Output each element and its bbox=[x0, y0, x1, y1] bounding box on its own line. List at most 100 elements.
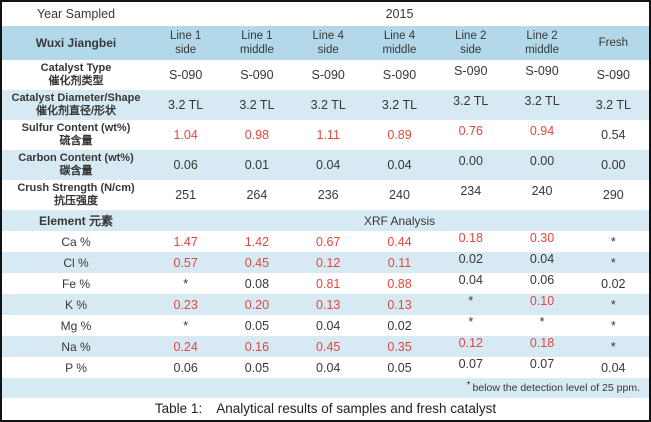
value-cell: 1.42 bbox=[221, 231, 292, 252]
element-rows: Ca % 1.47 1.42 0.67 0.44 0.18 0.30 * Cl % 0.57 0.4… bbox=[2, 231, 649, 378]
value-cell: 0.11 bbox=[364, 252, 435, 273]
sample-column-position: side bbox=[317, 44, 339, 56]
sample-column-line: Line 1 bbox=[241, 29, 273, 42]
property-row: Sulfur Content (wt%) 硫含量 1.04 0.98 1.11 0.89 0… bbox=[2, 120, 649, 150]
cell-value: 234 bbox=[460, 184, 482, 198]
sample-column-header: Line 2 middle bbox=[506, 26, 577, 60]
cell-value: 251 bbox=[175, 188, 197, 202]
table-head-rows: Year Sampled 2015 Wuxi Jiangbei Line 1 si… bbox=[2, 2, 649, 60]
row-label-zh: 碳含量 bbox=[59, 165, 93, 177]
cell-value: 0.04 bbox=[316, 318, 341, 333]
cell-value: 0.67 bbox=[316, 234, 341, 249]
value-cell: 0.06 bbox=[150, 357, 221, 378]
cell-value: 0.01 bbox=[244, 158, 270, 172]
asterisk-marker: * bbox=[466, 380, 471, 391]
value-cell: 0.04 bbox=[364, 150, 435, 180]
sample-column-position: middle bbox=[239, 44, 274, 56]
value-cell: 0.88 bbox=[364, 273, 435, 294]
value-cell: 0.00 bbox=[435, 150, 506, 180]
value-cell: 240 bbox=[364, 180, 435, 210]
row-label-zh: 硫含量 bbox=[59, 135, 93, 147]
value-cell: 3.2 TL bbox=[578, 90, 649, 120]
cell-value: * bbox=[468, 294, 474, 308]
property-row: Crush Strength (N/cm) 抗压强度 251 264 236 240 234… bbox=[2, 180, 649, 210]
cell-value: 0.98 bbox=[244, 128, 270, 142]
value-cell: * bbox=[435, 294, 506, 315]
value-cell: 0.20 bbox=[221, 294, 292, 315]
sample-column-header: Line 2 side bbox=[435, 26, 506, 60]
value-cell: 0.13 bbox=[293, 294, 364, 315]
value-cell: 0.04 bbox=[435, 273, 506, 294]
cell-value: 240 bbox=[531, 184, 553, 198]
element-label: Na % bbox=[61, 339, 91, 354]
cell-value: S-090 bbox=[382, 68, 417, 82]
sample-column-line: Fresh bbox=[598, 36, 629, 49]
cell-value: 0.89 bbox=[387, 128, 412, 142]
xrf-analysis-label: XRF Analysis bbox=[363, 213, 436, 228]
value-cell: 3.2 TL bbox=[364, 90, 435, 120]
cell-value: 0.94 bbox=[529, 124, 555, 138]
value-cell: 3.2 TL bbox=[506, 90, 577, 120]
element-row: Na % 0.24 0.16 0.45 0.35 0.12 0.18 * bbox=[2, 336, 649, 357]
cell-value: 0.45 bbox=[316, 339, 341, 354]
cell-value: 1.11 bbox=[316, 128, 340, 142]
footnote-cell: * below the detection level of 25 ppm. bbox=[2, 378, 649, 398]
value-cell: 251 bbox=[150, 180, 221, 210]
cell-value: 0.02 bbox=[601, 276, 626, 291]
cell-value: * bbox=[183, 276, 189, 291]
cell-value: 0.05 bbox=[244, 360, 270, 375]
value-cell: S-090 bbox=[578, 60, 649, 90]
value-cell: 3.2 TL bbox=[150, 90, 221, 120]
cell-value: 3.2 TL bbox=[453, 94, 489, 108]
site-header-row: Wuxi Jiangbei Line 1 side Line 1 middle Line… bbox=[2, 26, 649, 60]
cell-value: 0.13 bbox=[387, 297, 412, 312]
cell-value: 0.24 bbox=[173, 339, 198, 354]
value-cell: * bbox=[150, 315, 221, 336]
value-cell: 0.07 bbox=[506, 357, 577, 378]
cell-value: 3.2 TL bbox=[595, 98, 631, 112]
cell-value: 0.88 bbox=[387, 276, 412, 291]
value-cell: 234 bbox=[435, 180, 506, 210]
element-label: Cl % bbox=[63, 255, 89, 270]
cell-value: 0.02 bbox=[387, 318, 412, 333]
cell-value: * bbox=[183, 318, 189, 333]
value-cell: * bbox=[150, 273, 221, 294]
value-cell: 0.30 bbox=[506, 231, 577, 252]
sample-column-header: Line 1 middle bbox=[221, 26, 292, 60]
value-cell: 0.10 bbox=[506, 294, 577, 315]
row-label: Crush Strength (N/cm) 抗压强度 bbox=[2, 180, 150, 210]
value-cell: 236 bbox=[293, 180, 364, 210]
row-label: Catalyst Diameter/Shape 催化剂直径/形状 bbox=[2, 90, 150, 120]
sample-column-position: side bbox=[460, 44, 482, 56]
sample-column-header: Fresh bbox=[578, 26, 649, 60]
row-label-zh: 催化剂直径/形状 bbox=[35, 105, 117, 117]
row-label: Sulfur Content (wt%) 硫含量 bbox=[2, 120, 150, 150]
value-cell: 290 bbox=[578, 180, 649, 210]
element-label: Mg % bbox=[60, 318, 92, 333]
cell-value: 0.76 bbox=[458, 124, 483, 138]
value-cell: 0.89 bbox=[364, 120, 435, 150]
site-name-label: Wuxi Jiangbei bbox=[35, 36, 117, 50]
cell-value: 3.2 TL bbox=[524, 94, 560, 108]
value-cell: 0.35 bbox=[364, 336, 435, 357]
cell-value: 0.16 bbox=[244, 339, 270, 354]
sample-column-header: Line 1 side bbox=[150, 26, 221, 60]
sample-column-line: Line 1 bbox=[169, 29, 202, 42]
value-cell: 0.12 bbox=[435, 336, 506, 357]
value-cell: 0.06 bbox=[506, 273, 577, 294]
cell-value: 0.07 bbox=[529, 357, 555, 371]
value-cell: 0.06 bbox=[150, 150, 221, 180]
cell-value: 0.44 bbox=[387, 234, 412, 249]
value-cell: 240 bbox=[506, 180, 577, 210]
footer-rows: * below the detection level of 25 ppm. Ta… bbox=[2, 378, 649, 419]
sample-column-header: Line 4 middle bbox=[364, 26, 435, 60]
value-cell: S-090 bbox=[506, 60, 577, 90]
value-cell: 0.18 bbox=[435, 231, 506, 252]
cell-value: S-090 bbox=[454, 64, 488, 78]
cell-value: 290 bbox=[602, 188, 624, 202]
value-cell: S-090 bbox=[435, 60, 506, 90]
value-cell: 0.12 bbox=[293, 252, 364, 273]
cell-value: 0.02 bbox=[458, 252, 483, 266]
value-cell: 0.45 bbox=[221, 252, 292, 273]
cell-value: 3.2 TL bbox=[239, 98, 275, 112]
